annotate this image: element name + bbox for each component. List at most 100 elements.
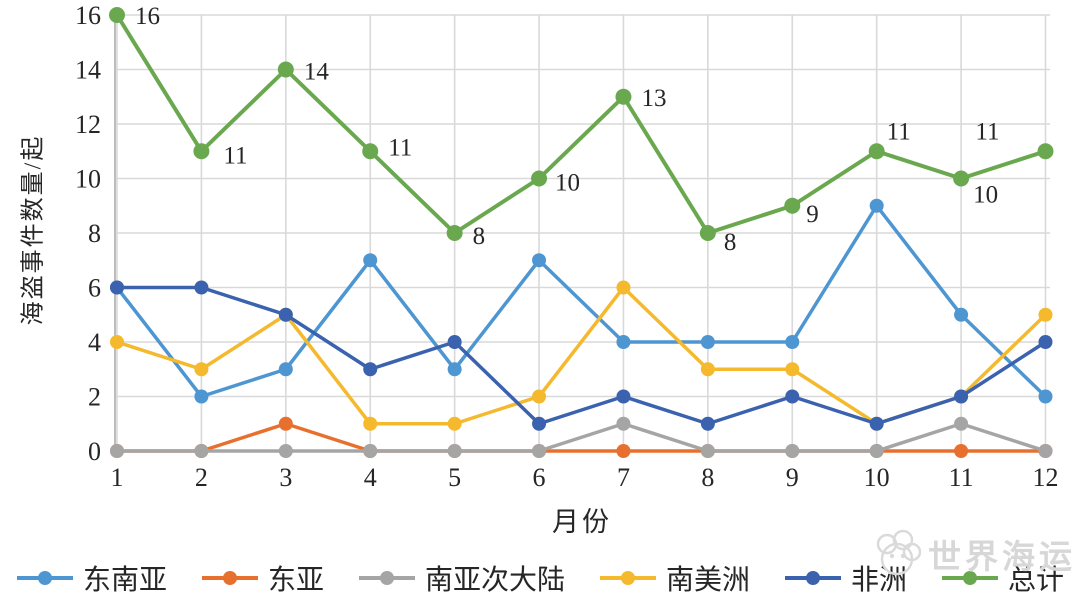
series-line xyxy=(115,13,1048,235)
legend-marker-icon xyxy=(785,571,842,585)
data-point xyxy=(532,389,547,404)
x-tick-label: 2 xyxy=(195,463,208,492)
y-tick-label: 14 xyxy=(75,56,101,85)
data-point xyxy=(953,170,970,187)
data-point xyxy=(447,335,462,349)
series-东南亚 xyxy=(110,198,1053,404)
data-point xyxy=(700,416,715,431)
data-label: 8 xyxy=(473,223,486,250)
data-label: 16 xyxy=(135,3,160,30)
x-tick-label: 12 xyxy=(1033,463,1059,492)
data-point xyxy=(954,444,969,458)
legend-item-总计: 总计 xyxy=(941,558,1064,598)
data-point xyxy=(869,198,884,213)
data-point xyxy=(447,362,462,377)
data-point xyxy=(616,335,631,349)
data-point xyxy=(194,389,209,404)
series-总计: 16 11 14 11 8 10 13 8 9 11 10 11 xyxy=(109,3,1054,256)
legend-label: 南美洲 xyxy=(666,565,751,596)
data-point xyxy=(109,7,125,23)
y-tick-label: 10 xyxy=(75,165,101,194)
data-point xyxy=(954,389,969,404)
data-label: 9 xyxy=(806,201,819,228)
legend-marker-icon xyxy=(600,571,656,585)
data-point xyxy=(278,362,293,377)
data-point xyxy=(363,416,378,431)
data-point xyxy=(616,444,631,458)
legend-marker-icon xyxy=(942,571,999,585)
data-point xyxy=(532,253,547,268)
data-label: 8 xyxy=(724,229,737,256)
data-label: 10 xyxy=(973,182,998,209)
data-point xyxy=(616,389,631,404)
data-point xyxy=(699,225,716,241)
x-tick-label: 4 xyxy=(364,463,377,492)
legend-item-东亚: 东亚 xyxy=(201,558,324,598)
data-point xyxy=(954,416,969,431)
series-line xyxy=(115,422,1048,453)
data-point xyxy=(531,170,548,187)
gridlines xyxy=(115,14,1050,452)
series-南亚次大陆 xyxy=(110,416,1053,458)
data-point xyxy=(785,444,800,458)
data-point xyxy=(700,362,715,377)
data-label: 11 xyxy=(223,142,247,169)
legend-marker-icon xyxy=(201,571,258,585)
legend-label: 非洲 xyxy=(851,565,908,596)
data-point xyxy=(447,416,462,431)
data-point xyxy=(616,416,631,431)
y-tick-label: 2 xyxy=(88,383,101,412)
x-tick-label: 10 xyxy=(864,463,890,492)
legend-label: 东南亚 xyxy=(82,565,167,596)
data-point xyxy=(1038,307,1053,322)
y-axis-title: 海盗事件数量/起 xyxy=(20,134,47,326)
x-tick-label: 3 xyxy=(279,463,292,492)
data-point xyxy=(784,197,801,214)
x-tick-label: 6 xyxy=(533,463,546,492)
series-非洲 xyxy=(110,280,1053,431)
data-point xyxy=(954,307,969,322)
data-point xyxy=(278,307,293,322)
data-label: 11 xyxy=(388,134,412,161)
legend-marker-icon xyxy=(358,571,415,585)
data-point xyxy=(700,335,715,349)
legend-marker-icon xyxy=(16,571,73,585)
data-point xyxy=(363,444,378,458)
data-point xyxy=(110,444,124,458)
legend-item-非洲: 非洲 xyxy=(784,558,907,598)
legend-item-南美洲: 南美洲 xyxy=(599,558,750,598)
legend: 东南亚 东亚 南亚次大陆 南美洲 非洲 总计 xyxy=(0,558,1080,598)
data-point xyxy=(785,389,800,404)
x-tick-label: 1 xyxy=(111,463,124,492)
series-line xyxy=(115,285,1048,426)
y-tick-label: 8 xyxy=(88,219,101,248)
data-point xyxy=(869,416,884,431)
series-line xyxy=(115,204,1048,399)
data-point xyxy=(278,416,293,431)
data-point xyxy=(194,280,209,295)
data-point xyxy=(446,225,463,241)
data-point xyxy=(362,143,379,160)
legend-label: 总计 xyxy=(1008,565,1065,596)
x-tick-label: 9 xyxy=(786,463,799,492)
x-axis-title: 月份 xyxy=(552,507,612,537)
data-point xyxy=(616,280,631,295)
data-point xyxy=(785,335,800,349)
data-point xyxy=(869,444,884,458)
data-point xyxy=(447,444,462,458)
data-label: 10 xyxy=(555,170,580,197)
data-label: 14 xyxy=(304,59,330,86)
data-point xyxy=(363,362,378,377)
y-tick-label: 16 xyxy=(75,1,101,30)
legend-item-南亚次大陆: 南亚次大陆 xyxy=(358,558,565,598)
y-tick-label: 6 xyxy=(88,274,101,303)
data-point xyxy=(194,362,209,377)
data-point xyxy=(615,88,632,105)
y-tick-label: 12 xyxy=(75,110,101,139)
legend-item-东南亚: 东南亚 xyxy=(16,558,167,598)
y-tick-label: 4 xyxy=(88,328,101,357)
data-point xyxy=(193,143,210,160)
